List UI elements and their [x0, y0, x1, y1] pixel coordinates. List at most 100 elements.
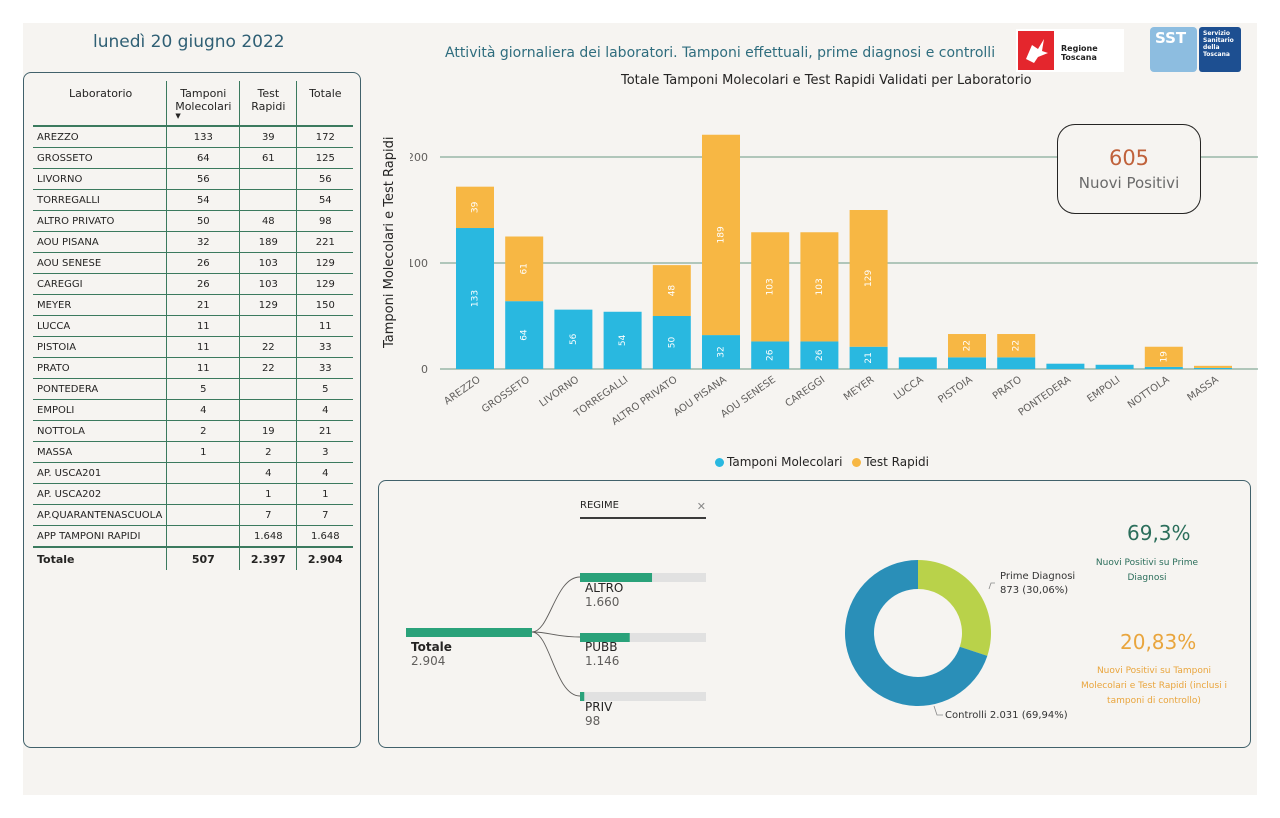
x-tick-label: CAREGGI — [784, 374, 828, 409]
table-row[interactable]: MASSA 1 2 3 — [33, 441, 354, 463]
table-row[interactable]: CAREGGI 26 103 129 — [33, 273, 354, 295]
table-row[interactable]: MEYER 21 129 150 — [33, 294, 354, 316]
table-row[interactable]: NOTTOLA 2 19 21 — [33, 420, 354, 442]
table-row[interactable]: GROSSETO 64 61 125 — [33, 147, 354, 169]
bar-test-rapidi — [800, 232, 839, 342]
y-tick-label: 100 — [410, 257, 428, 270]
tree-node-priv-value: 98 — [585, 714, 601, 728]
table-row[interactable]: PRATO 11 22 33 — [33, 357, 354, 379]
stat-tamponi-label: Nuovi Positivi su Tamponi Molecolari e T… — [1080, 666, 1228, 706]
donut-slice-controlli[interactable] — [845, 560, 988, 706]
tree-node-altro-value: 1.660 — [585, 595, 620, 609]
tree-node-priv[interactable]: PRIV 98 — [585, 700, 612, 728]
table-row[interactable]: LUCCA 11 11 — [33, 315, 354, 337]
tree-node-totale-name: Totale — [411, 640, 452, 654]
cell-test-rapidi — [239, 168, 298, 190]
bottom-panel — [378, 480, 1251, 748]
cell-totale: 5 — [296, 378, 354, 400]
legend-item-test-rapidi[interactable]: Test Rapidi — [852, 455, 929, 469]
bar-tamponi — [652, 316, 691, 369]
table-row[interactable]: TORREGALLI 54 54 — [33, 189, 354, 211]
cell-test-rapidi: 4 — [239, 462, 298, 484]
bar-tamponi — [702, 335, 740, 369]
cell-totale: 172 — [296, 126, 354, 148]
sst-long-label: Servizio Sanitario della Toscana — [1203, 30, 1234, 58]
table-row[interactable]: AP. USCA201 4 4 — [33, 462, 354, 484]
cell-totale: 150 — [296, 294, 354, 316]
tree-node-altro[interactable]: ALTRO 1.660 — [585, 581, 623, 609]
col-header-tamponi-label: Tamponi Molecolari — [175, 87, 232, 113]
cell-test-rapidi — [239, 378, 298, 400]
donut-label-prime-value: 873 (30,06%) — [1000, 585, 1069, 596]
table-row[interactable]: AP.QUARANTENASCUOLA 7 7 — [33, 504, 354, 526]
cell-tamponi: 50 — [166, 210, 241, 232]
cell-totale: 54 — [296, 189, 354, 211]
cell-tamponi: 26 — [166, 252, 241, 274]
cell-tamponi: 21 — [166, 294, 241, 316]
tree-bar-fill — [580, 573, 653, 582]
legend-label-test-rapidi: Test Rapidi — [864, 455, 930, 469]
cell-laboratorio: AP.QUARANTENASCUOLA — [33, 504, 167, 526]
cell-tamponi: 11 — [166, 357, 241, 379]
y-tick-label: 0 — [421, 363, 428, 376]
cell-tamponi: 1 — [166, 441, 241, 463]
bar-tamponi — [456, 228, 494, 369]
bar-tamponi — [554, 309, 593, 369]
col-header-test-rapidi[interactable]: Test Rapidi — [239, 81, 298, 127]
bar-tamponi — [800, 341, 839, 369]
regime-slicer[interactable]: REGIME ✕ — [580, 500, 706, 519]
cell-test-rapidi — [239, 315, 298, 337]
cell-totale: 1.648 — [296, 525, 354, 548]
table-total-row[interactable]: Totale 507 2.397 2.904 — [33, 546, 354, 570]
cell-tamponi: 11 — [166, 315, 241, 337]
table-row[interactable]: EMPOLI 4 4 — [33, 399, 354, 421]
cell-tamponi: 2 — [166, 420, 241, 442]
cell-test-rapidi: 61 — [239, 147, 298, 169]
cell-test-rapidi: 1 — [239, 483, 298, 505]
data-label: 19 — [1159, 351, 1169, 363]
col-header-tamponi-molecolari[interactable]: Tamponi Molecolari ▼ — [166, 81, 241, 127]
sst-name-box: Servizio Sanitario della Toscana — [1199, 27, 1241, 72]
regione-toscana-label: Regione Toscana — [1061, 44, 1098, 62]
tree-bar-bg — [580, 633, 706, 642]
laboratory-table-panel: Laboratorio Tamponi Molecolari ▼ Test Rap… — [23, 72, 361, 748]
cell-test-rapidi: 22 — [239, 336, 298, 358]
cell-tamponi: 133 — [166, 126, 241, 148]
cell-test-rapidi: 22 — [239, 357, 298, 379]
donut-label-prime-diagnosi: Prime Diagnosi 873 (30,06%) — [1000, 570, 1075, 598]
table-row[interactable]: AOU SENESE 26 103 129 — [33, 252, 354, 274]
table-row[interactable]: ALTRO PRIVATO 50 48 98 — [33, 210, 354, 232]
tree-bar-fill — [580, 633, 630, 642]
table-row[interactable]: APP TAMPONI RAPIDI 1.648 1.648 — [33, 525, 354, 548]
cell-totale: 221 — [296, 231, 354, 253]
x-tick-label: PONTEDERA — [1017, 374, 1074, 418]
cell-laboratorio: AP. USCA202 — [33, 483, 167, 505]
x-tick-label: AOU SENESE — [719, 374, 778, 420]
table-row[interactable]: PONTEDERA 5 5 — [33, 378, 354, 400]
legend-dot-tamponi — [715, 458, 724, 467]
table-row[interactable]: AREZZO 133 39 172 — [33, 126, 354, 148]
cell-laboratorio: MASSA — [33, 441, 167, 463]
table-row[interactable]: AOU PISANA 32 189 221 — [33, 231, 354, 253]
col-header-laboratorio[interactable]: Laboratorio — [33, 81, 167, 127]
table-row[interactable]: PISTOIA 11 22 33 — [33, 336, 354, 358]
tree-node-totale[interactable]: Totale 2.904 — [411, 640, 452, 668]
close-icon[interactable]: ✕ — [696, 500, 706, 513]
cell-laboratorio: LIVORNO — [33, 168, 167, 190]
x-tick-label: PRATO — [991, 374, 1024, 402]
legend-item-tamponi[interactable]: Tamponi Molecolari — [715, 455, 842, 469]
tree-node-pubb[interactable]: PUBB 1.146 — [585, 640, 619, 668]
donut-slice-prime-diagnosi[interactable] — [918, 560, 991, 656]
regime-slicer-label: REGIME — [580, 500, 619, 511]
table-row[interactable]: AP. USCA202 1 1 — [33, 483, 354, 505]
cell-test-rapidi: 39 — [239, 126, 298, 148]
cell-laboratorio: CAREGGI — [33, 273, 167, 295]
col-header-totale[interactable]: Totale — [296, 81, 354, 127]
cell-laboratorio: AP. USCA201 — [33, 462, 167, 484]
bar-test-rapidi — [751, 232, 790, 342]
cell-laboratorio: AOU PISANA — [33, 231, 167, 253]
table-row[interactable]: LIVORNO 56 56 — [33, 168, 354, 190]
cell-totale: 4 — [296, 399, 354, 421]
cell-totale: 1 — [296, 483, 354, 505]
cell-tamponi — [166, 504, 241, 526]
